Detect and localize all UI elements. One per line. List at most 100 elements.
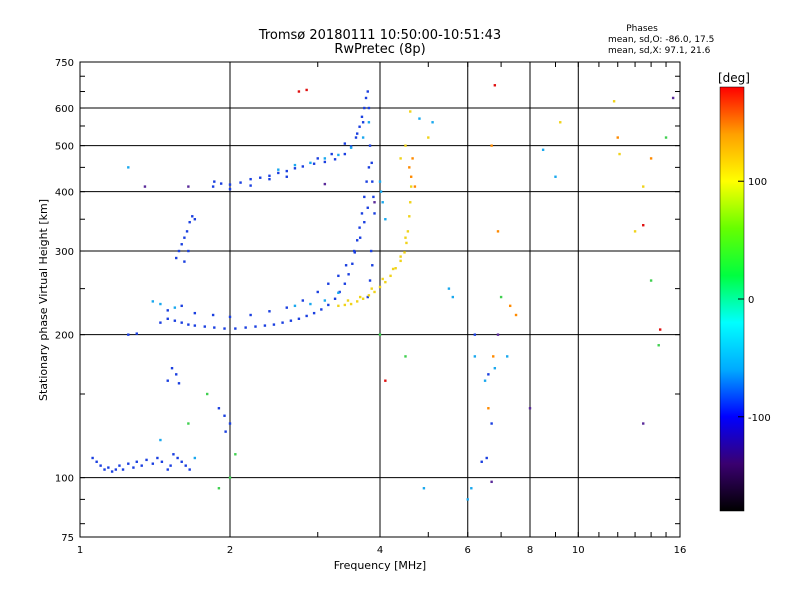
data-point [358, 226, 361, 229]
data-point [293, 167, 297, 170]
data-point [249, 313, 252, 317]
data-point [159, 438, 162, 442]
data-point [297, 317, 301, 320]
y-tick-label: 400 [55, 188, 74, 199]
data-point [368, 144, 372, 147]
data-point [367, 294, 371, 297]
data-point [366, 295, 369, 299]
x-axis-ticks: 1 2 4 6 8 10 16 [77, 62, 686, 556]
colorbar-tick-label: 100 [748, 177, 767, 188]
data-point [378, 285, 382, 289]
data-point [127, 462, 130, 465]
x-tick-label: 4 [377, 545, 383, 556]
data-point [309, 302, 312, 306]
data-point [367, 106, 371, 110]
data-point [309, 161, 312, 165]
data-point [268, 177, 271, 181]
data-point [403, 251, 406, 254]
data-point [268, 310, 271, 313]
data-point [187, 249, 190, 253]
data-point [618, 152, 621, 156]
data-point [110, 470, 114, 473]
data-point [151, 462, 155, 465]
data-point [187, 185, 190, 188]
data-point [184, 464, 187, 467]
data-point [140, 464, 143, 467]
data-point [354, 136, 358, 139]
data-point [399, 255, 402, 258]
data-point [371, 180, 374, 183]
data-point [166, 309, 169, 312]
data-point [176, 456, 179, 460]
data-point [183, 260, 186, 263]
data-point [343, 142, 347, 145]
data-point [203, 325, 206, 328]
x-axis-label: Frequency [MHz] [334, 559, 426, 572]
data-point [366, 90, 369, 93]
data-point [211, 185, 215, 188]
data-point [160, 460, 164, 463]
y-tick-label: 200 [55, 331, 74, 342]
colorbar-label: [deg] [718, 71, 750, 85]
data-point [234, 453, 237, 456]
data-point [228, 476, 232, 479]
data-point [159, 302, 162, 306]
data-point [347, 273, 350, 276]
data-point [263, 324, 267, 327]
data-point [312, 311, 316, 315]
data-point [91, 456, 94, 460]
stats-heading: Phases [626, 24, 658, 34]
data-point [205, 392, 209, 396]
data-point [166, 317, 169, 320]
data-point [406, 230, 410, 233]
data-point [293, 163, 297, 167]
y-tick-label: 750 [55, 58, 74, 69]
data-point [466, 498, 469, 501]
data-point [285, 306, 288, 309]
data-point [330, 152, 333, 156]
data-point [508, 304, 512, 308]
y-tick-label: 100 [55, 474, 74, 485]
data-point [132, 466, 135, 469]
data-point [338, 290, 341, 294]
data-point [649, 157, 653, 160]
data-point [277, 168, 280, 171]
data-point [219, 182, 223, 185]
data-point [616, 136, 619, 139]
data-point [173, 319, 177, 322]
data-point [373, 290, 376, 294]
data-point [281, 321, 284, 324]
data-point [404, 355, 407, 358]
data-point [156, 456, 159, 460]
data-point [349, 146, 353, 149]
data-point [327, 303, 330, 307]
data-point [418, 117, 421, 120]
data-point [485, 456, 488, 460]
data-point [384, 218, 387, 221]
data-point [127, 333, 130, 336]
data-point [159, 321, 162, 324]
data-point [343, 303, 347, 307]
data-point [358, 295, 362, 299]
data-point [172, 453, 175, 456]
stats-line-o: mean, sd,O: -86.0, 17.5 [608, 35, 714, 45]
data-point [305, 314, 308, 318]
data-point [223, 414, 226, 417]
data-point [364, 96, 368, 100]
data-point [323, 157, 327, 160]
data-point [323, 299, 327, 302]
data-point [657, 344, 660, 347]
data-point [180, 460, 183, 463]
data-point [490, 422, 493, 425]
data-point [344, 264, 348, 267]
data-point [381, 277, 384, 281]
data-point [259, 176, 262, 179]
data-point [499, 295, 503, 299]
data-point [422, 487, 426, 490]
data-point [378, 333, 382, 336]
data-point [175, 373, 178, 376]
data-point [213, 326, 216, 329]
data-point [541, 148, 545, 152]
data-point [327, 282, 330, 285]
